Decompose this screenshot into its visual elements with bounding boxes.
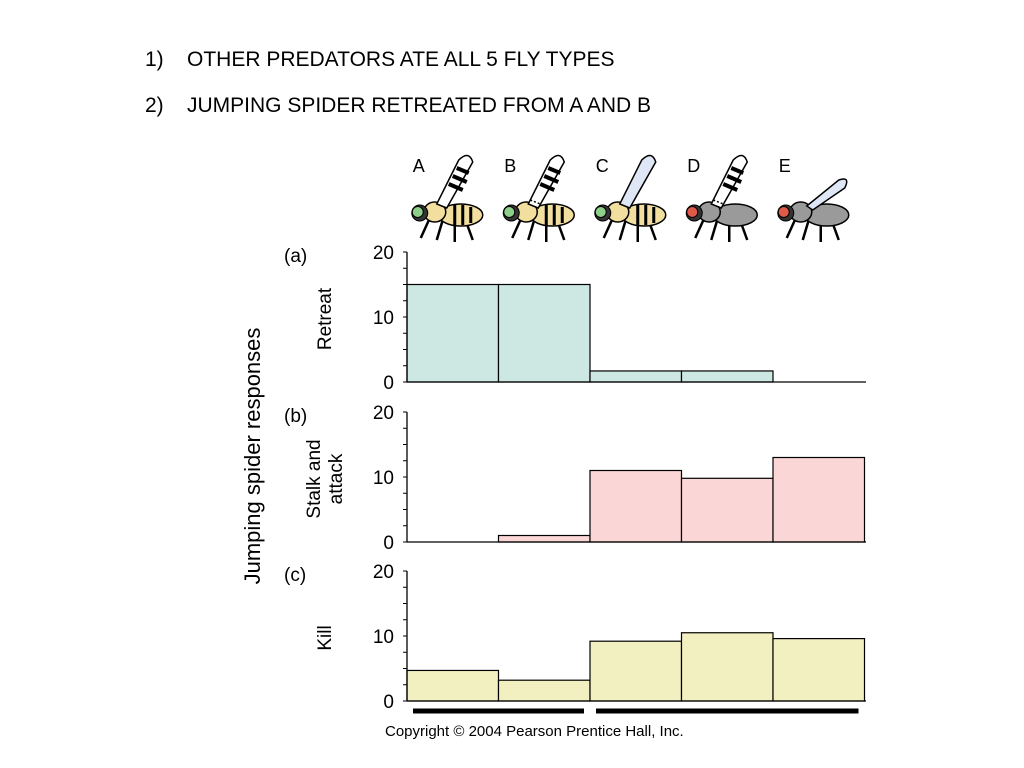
bullet-item: 1) OTHER PREDATORS ATE ALL 5 FLY TYPES	[145, 48, 651, 72]
fly-wing	[805, 178, 848, 211]
fly-letter: A	[413, 156, 425, 176]
y-tick-label: 0	[383, 692, 394, 713]
bee-stripes	[453, 205, 473, 225]
fly-letter: E	[779, 156, 791, 176]
bullet-item: 2) JUMPING SPIDER RETREATED FROM A AND B	[145, 94, 651, 118]
bar	[589, 640, 683, 702]
panel-a: 0 10 20 (a) Retreat	[284, 243, 866, 394]
y-tick-label: 10	[373, 627, 394, 648]
wing-bands	[539, 166, 562, 192]
fly-letter: C	[596, 156, 609, 176]
panel-name: Retreat	[315, 287, 336, 350]
fly-wing	[435, 154, 474, 209]
panel-name: Kill	[315, 625, 336, 650]
panel-c: 0 10 20 (c) Kill	[284, 562, 866, 713]
wing-bands	[722, 166, 745, 192]
y-tick-label: 20	[373, 243, 394, 264]
bee-clear-wing: C	[594, 154, 667, 242]
fly-legs	[419, 215, 474, 242]
housefly-clear-wing: E	[777, 156, 850, 242]
wing-dashes	[529, 199, 541, 205]
bee-mimic-banded-wing: A	[411, 154, 484, 242]
fly-legs	[694, 215, 749, 242]
bee-stripes	[636, 205, 656, 225]
fly-legs	[785, 215, 840, 242]
fly-wing	[710, 154, 749, 209]
panel-label: (a)	[284, 246, 307, 267]
wing-bands	[447, 166, 470, 192]
fly-eye	[594, 206, 607, 218]
fly-wing	[527, 154, 566, 209]
y-tick-label: 20	[373, 562, 394, 583]
fly-eye	[411, 206, 424, 218]
panel-label: (b)	[284, 406, 307, 427]
y-tick-label: 0	[383, 533, 394, 554]
y-tick-label: 0	[383, 373, 394, 394]
panel-name: attack	[326, 453, 347, 504]
fly-wing	[618, 154, 657, 209]
y-tick-label: 20	[373, 403, 394, 424]
bee-stripes	[544, 205, 564, 225]
panel-name: Stalk and	[304, 439, 325, 518]
y-tick-label: 10	[373, 468, 394, 489]
bar	[589, 370, 683, 383]
fly-eye	[777, 206, 790, 218]
panel-b: 0 10 20 (b) Stalk and attack	[284, 403, 866, 554]
bullet-text: OTHER PREDATORS ATE ALL 5 FLY TYPES	[187, 48, 615, 71]
bar	[772, 637, 866, 702]
fly-legs	[602, 215, 657, 242]
bar	[680, 477, 774, 543]
y-tick-label: 10	[373, 308, 394, 329]
bar	[680, 632, 774, 702]
bar	[497, 679, 591, 702]
fly-letter: B	[504, 156, 516, 176]
bullet-number: 2)	[145, 94, 164, 117]
fly-eye	[686, 206, 699, 218]
bar	[406, 283, 500, 383]
bar	[497, 283, 591, 383]
bar	[680, 370, 774, 383]
bullet-text: JUMPING SPIDER RETREATED FROM A AND B	[187, 94, 652, 117]
y-axis-label: Jumping spider responses	[240, 328, 265, 585]
bar	[406, 669, 500, 702]
bullet-number: 1)	[145, 48, 164, 71]
wing-dashes	[712, 199, 724, 205]
bar	[497, 534, 591, 543]
panel-label: (c)	[284, 565, 306, 586]
bar	[772, 456, 866, 543]
copyright-text: Copyright © 2004 Pearson Prentice Hall, …	[385, 723, 684, 740]
fly-eye	[503, 206, 516, 218]
bee-mimic-banded-wing-dashed: B	[502, 154, 575, 242]
bullet-list: 1) OTHER PREDATORS ATE ALL 5 FLY TYPES 2)…	[145, 48, 651, 140]
fly-legs	[511, 215, 566, 242]
fly-letter: D	[687, 156, 700, 176]
housefly-banded-wing: D	[685, 154, 758, 242]
bar	[589, 469, 683, 543]
